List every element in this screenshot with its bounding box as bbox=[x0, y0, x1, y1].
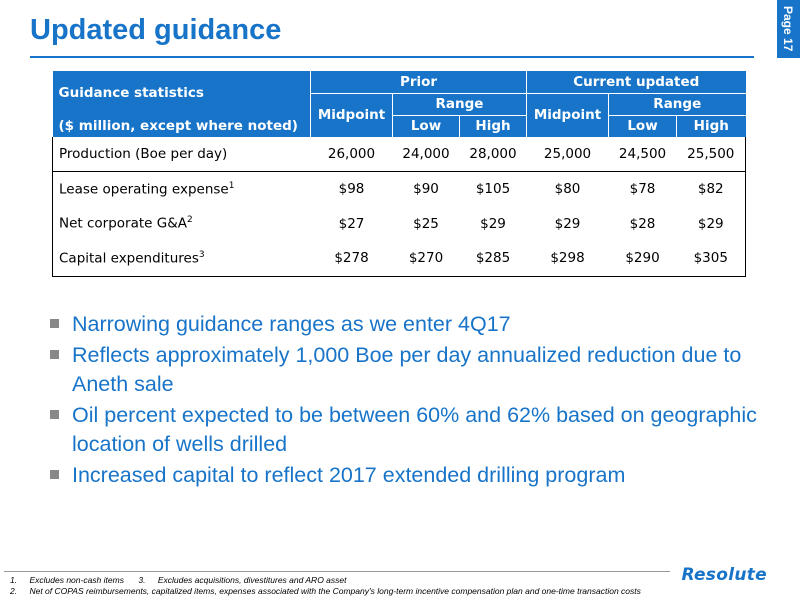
cell-value: $29 bbox=[554, 215, 581, 232]
cell-value: $305 bbox=[676, 241, 747, 277]
cell-value: $278 bbox=[310, 241, 393, 277]
header-current-updated: Current updated bbox=[526, 71, 746, 93]
bullet-text: Increased capital to reflect 2017 extend… bbox=[72, 463, 626, 487]
cell-value: $90 bbox=[413, 180, 439, 197]
bullet-text: Reflects approximately 1,000 Boe per day… bbox=[72, 343, 742, 396]
footnote-line-1: 1. Excludes non-cash items 3. Excludes a… bbox=[10, 575, 346, 585]
row-label: Lease operating expense1 bbox=[52, 171, 311, 206]
row-label-text: Capital expenditures bbox=[59, 250, 199, 267]
cell-value: $290 bbox=[608, 241, 677, 277]
cell-value: $27 bbox=[338, 215, 365, 232]
cell-value: $80 bbox=[554, 180, 581, 197]
square-bullet-icon bbox=[50, 470, 59, 479]
square-bullet-icon bbox=[50, 319, 59, 328]
row-label: Production (Boe per day) bbox=[52, 137, 311, 172]
cell-value: $29 bbox=[480, 215, 506, 232]
cell-value: $285 bbox=[459, 241, 527, 277]
table-row: Lease operating expense1 $98 $90 $105 $8… bbox=[52, 171, 747, 206]
footnote-line-2: 2. Net of COPAS reimbursements, capitali… bbox=[10, 586, 641, 596]
cell-value: $78 bbox=[629, 180, 656, 197]
table-row: Production (Boe per day) 26,000 24,000 2… bbox=[52, 137, 747, 172]
row-label: Capital expenditures3 bbox=[52, 241, 311, 277]
cell-value: 25,500 bbox=[676, 137, 747, 172]
slide-title: Updated guidance bbox=[30, 14, 282, 46]
footnote-ref: 3 bbox=[198, 250, 205, 260]
footnote-number: 1. bbox=[10, 575, 18, 585]
row-label-text: Net corporate G&A bbox=[59, 215, 187, 232]
bullet-item: Narrowing guidance ranges as we enter 4Q… bbox=[50, 310, 770, 339]
footnote-number: 3. bbox=[138, 575, 146, 585]
bullet-text: Oil percent expected to be between 60% a… bbox=[72, 403, 757, 456]
cell-value: 24,000 bbox=[392, 137, 460, 172]
cell-value: 25,000 bbox=[526, 137, 609, 172]
bullet-item: Oil percent expected to be between 60% a… bbox=[50, 401, 770, 459]
footnote-text: Net of COPAS reimbursements, capitalized… bbox=[29, 586, 641, 596]
cell-value: 28,000 bbox=[459, 137, 527, 172]
header-prior-low: Low bbox=[392, 114, 460, 137]
resolute-logo: Resolute bbox=[681, 565, 767, 585]
cell-value: $298 bbox=[526, 241, 609, 277]
cell-value: $25 bbox=[413, 215, 439, 232]
header-prior-range: Range bbox=[391, 92, 527, 115]
cell-value: $82 bbox=[676, 171, 747, 206]
page-number-tab: Page 17 bbox=[777, 0, 800, 58]
header-prior: Prior bbox=[309, 71, 527, 93]
bullet-text: Narrowing guidance ranges as we enter 4Q… bbox=[72, 312, 511, 336]
footnote-ref: 1 bbox=[228, 180, 235, 191]
table-row: Net corporate G&A2 $27 $25 $29 $29 $28 $… bbox=[52, 206, 747, 241]
cell-value: 24,500 bbox=[608, 137, 677, 172]
cell-value: $270 bbox=[392, 241, 460, 277]
cell-value: $28 bbox=[629, 215, 656, 232]
bullet-list: Narrowing guidance ranges as we enter 4Q… bbox=[50, 310, 770, 492]
header-current-range: Range bbox=[608, 92, 746, 115]
row-label-text: Lease operating expense bbox=[59, 181, 229, 197]
cell-value: $105 bbox=[475, 180, 511, 197]
footnote-divider bbox=[4, 571, 670, 572]
square-bullet-icon bbox=[50, 350, 59, 359]
header-current-low: Low bbox=[608, 114, 677, 137]
guidance-table: Guidance statistics Prior Current update… bbox=[52, 71, 747, 277]
header-prior-high: High bbox=[458, 114, 527, 137]
page-number: Page 17 bbox=[781, 6, 795, 52]
bullet-item: Increased capital to reflect 2017 extend… bbox=[50, 461, 770, 490]
cell-value: $98 bbox=[338, 180, 365, 197]
header-current-midpoint: Midpoint bbox=[526, 92, 609, 137]
footnote-text: Excludes acquisitions, divestitures and … bbox=[157, 575, 347, 585]
footnote-ref: 2 bbox=[187, 215, 193, 226]
title-underline bbox=[30, 56, 754, 58]
footnote-text: Excludes non-cash items bbox=[29, 575, 124, 585]
row-label: Net corporate G&A2 bbox=[52, 206, 311, 241]
cell-value: $29 bbox=[676, 206, 747, 241]
bullet-item: Reflects approximately 1,000 Boe per day… bbox=[50, 341, 770, 399]
footnote-number: 2. bbox=[10, 586, 18, 596]
square-bullet-icon bbox=[50, 410, 59, 419]
cell-value: 26,000 bbox=[310, 137, 393, 172]
table-corner-label-1: Guidance statistics bbox=[52, 71, 311, 115]
header-current-high: High bbox=[676, 114, 746, 137]
table-row: Capital expenditures3 $278 $270 $285 $29… bbox=[52, 241, 747, 277]
table-corner-label-2: ($ million, except where noted) bbox=[52, 115, 311, 137]
header-prior-midpoint: Midpoint bbox=[310, 92, 393, 137]
